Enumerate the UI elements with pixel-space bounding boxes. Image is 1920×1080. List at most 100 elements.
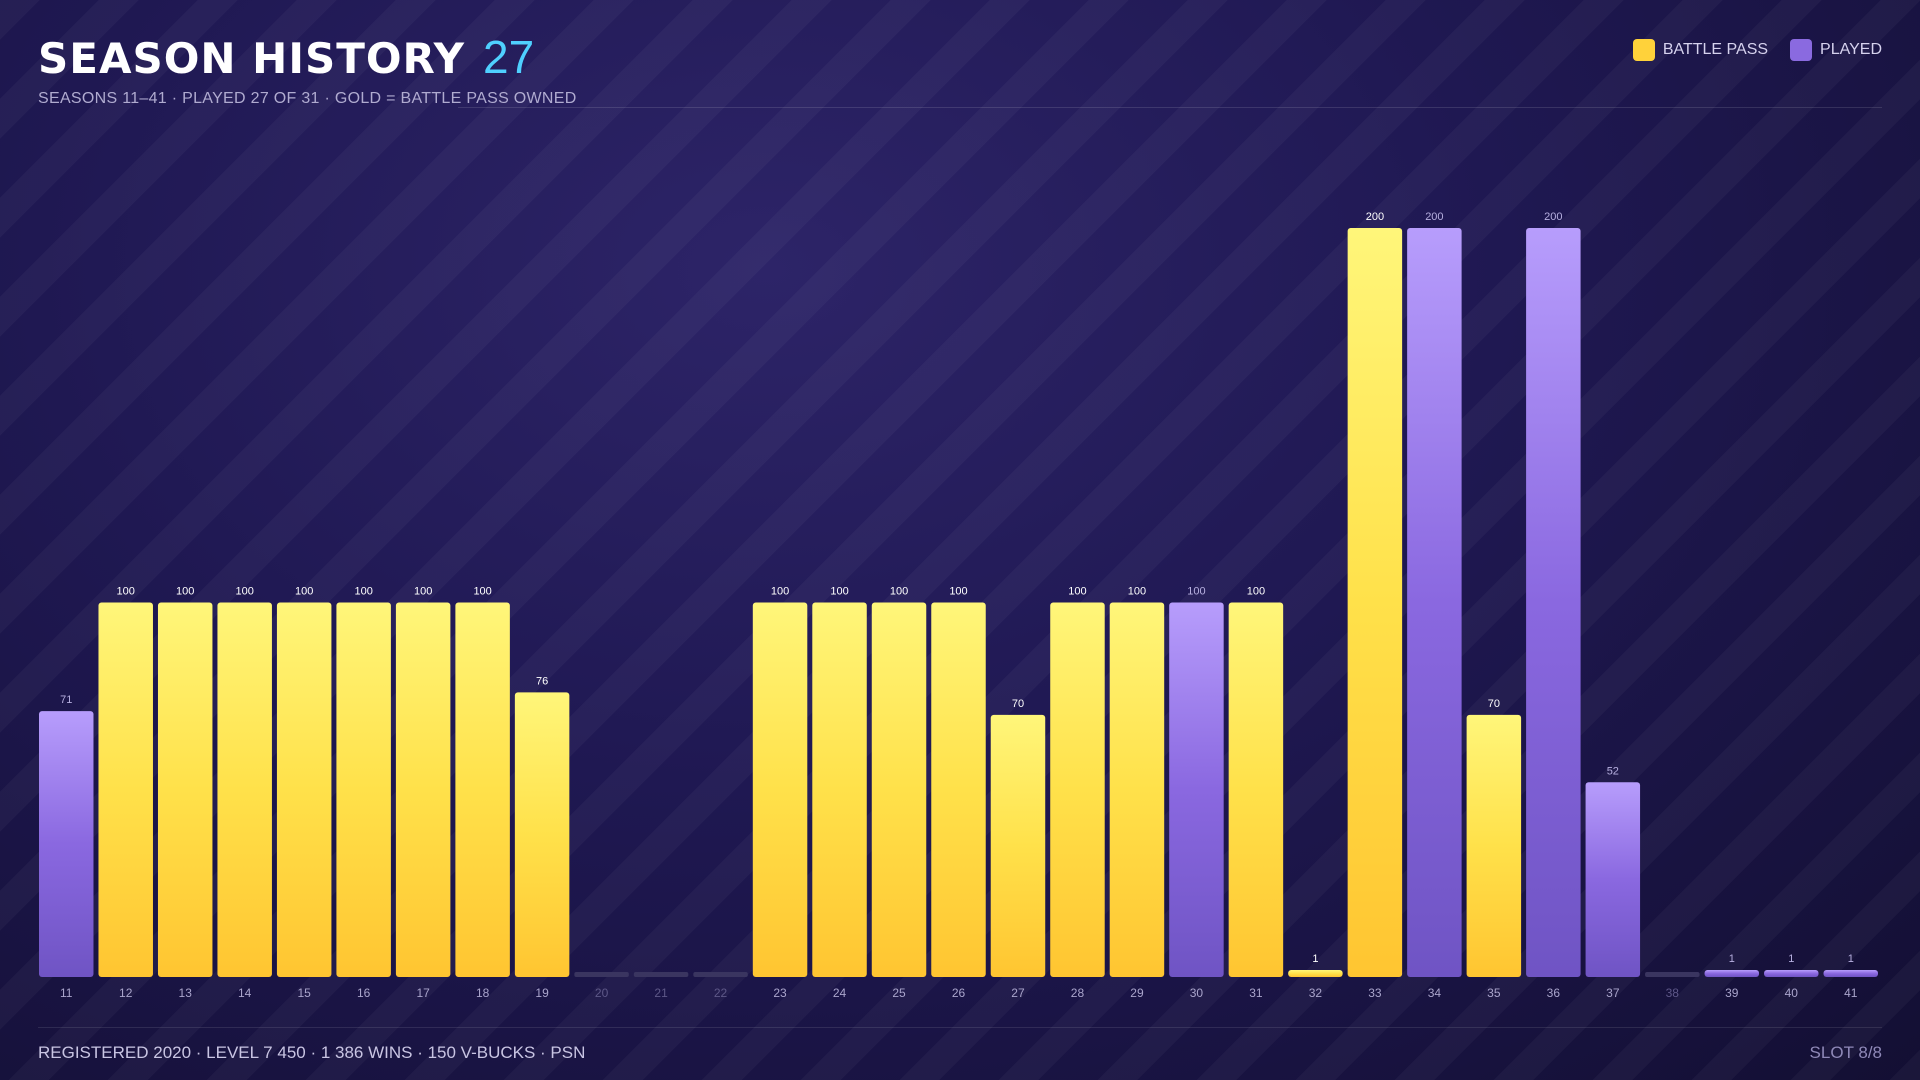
chart-value-label-26: 100 bbox=[949, 586, 967, 598]
legend-item-battle-pass: BATTLE PASS bbox=[1632, 39, 1769, 61]
chart-value-label-12: 100 bbox=[117, 586, 135, 598]
chart-tick-label-29: 29 bbox=[1130, 986, 1144, 1000]
legend-label-battle-pass: BATTLE PASS bbox=[1662, 41, 1769, 58]
chart-value-label-24: 100 bbox=[830, 586, 848, 598]
chart-tick-label-11: 11 bbox=[60, 986, 73, 1000]
chart-bar-18 bbox=[455, 602, 510, 977]
title-row: SEASON HISTORY 27 bbox=[38, 30, 1882, 84]
chart-value-label-37: 52 bbox=[1607, 765, 1619, 777]
chart-tick-label-12: 12 bbox=[119, 986, 133, 1000]
chart-tick-label-39: 39 bbox=[1725, 986, 1739, 1000]
chart-bar-16 bbox=[336, 602, 391, 977]
chart-tick-label-38: 38 bbox=[1666, 986, 1680, 1000]
header: SEASON HISTORY 27 SEASONS 11–41 · PLAYED… bbox=[38, 30, 1882, 110]
chart-tick-label-16: 16 bbox=[357, 986, 371, 1000]
chart-bar-40 bbox=[1764, 970, 1819, 977]
chart-value-label-25: 100 bbox=[890, 586, 908, 598]
chart-tick-label-32: 32 bbox=[1309, 986, 1323, 1000]
chart-tick-label-25: 25 bbox=[892, 986, 906, 1000]
chart-tick-label-26: 26 bbox=[952, 986, 966, 1000]
chart-value-label-19: 76 bbox=[536, 675, 548, 687]
legend-label-played: PLAYED bbox=[1820, 41, 1882, 58]
chart-tick-label-14: 14 bbox=[238, 986, 252, 1000]
chart-tick-label-18: 18 bbox=[476, 986, 490, 1000]
chart-tick-label-37: 37 bbox=[1606, 986, 1620, 1000]
chart-bar-36 bbox=[1526, 228, 1581, 977]
chart-value-label-33: 200 bbox=[1366, 211, 1384, 223]
profile-summary: REGISTERED 2020 · LEVEL 7 450 · 1 386 WI… bbox=[38, 1043, 586, 1062]
chart-bar-17 bbox=[395, 602, 451, 977]
chart-bar-29 bbox=[1109, 602, 1165, 977]
chart-value-label-29: 100 bbox=[1128, 586, 1146, 598]
chart-bar-23 bbox=[752, 602, 808, 977]
chart-tick-label-23: 23 bbox=[773, 986, 787, 1000]
chart-bar-30 bbox=[1169, 602, 1224, 977]
chart-bar-33 bbox=[1347, 228, 1403, 977]
chart-bar-34 bbox=[1407, 228, 1462, 977]
chart-value-label-15: 100 bbox=[295, 586, 313, 598]
chart-value-label-18: 100 bbox=[473, 586, 491, 598]
chart-bar-20 bbox=[574, 972, 629, 977]
chart-value-label-30: 100 bbox=[1187, 586, 1205, 598]
chart-tick-label-24: 24 bbox=[833, 986, 847, 1000]
chart-tick-label-30: 30 bbox=[1190, 986, 1204, 1000]
chart-tick-label-13: 13 bbox=[179, 986, 193, 1000]
chart-value-label-32: 1 bbox=[1312, 953, 1318, 965]
season-count: 27 bbox=[483, 31, 535, 83]
chart-tick-label-22: 22 bbox=[714, 986, 728, 1000]
chart-bar-31 bbox=[1228, 602, 1284, 977]
legend-item-played: PLAYED bbox=[1790, 39, 1882, 61]
chart-bar-12 bbox=[98, 602, 153, 977]
chart-bar-11 bbox=[39, 711, 94, 977]
chart-bar-41 bbox=[1823, 970, 1878, 977]
chart-value-label-40: 1 bbox=[1788, 953, 1794, 965]
chart-value-label-11: 71 bbox=[60, 694, 72, 706]
chart-value-label-14: 100 bbox=[236, 586, 254, 598]
header-divider bbox=[458, 107, 1882, 108]
chart-tick-label-36: 36 bbox=[1547, 986, 1561, 1000]
chart-tick-label-28: 28 bbox=[1071, 986, 1085, 1000]
chart-value-label-23: 100 bbox=[771, 586, 789, 598]
chart-tick-label-15: 15 bbox=[297, 986, 311, 1000]
legend-swatch-battle-pass bbox=[1632, 39, 1655, 61]
chart-value-label-36: 200 bbox=[1544, 211, 1562, 223]
chart-bar-15 bbox=[276, 602, 332, 977]
chart-bar-38 bbox=[1645, 972, 1700, 977]
chart-value-label-27: 70 bbox=[1012, 698, 1024, 710]
page-subtitle: SEASONS 11–41 · PLAYED 27 OF 31 · GOLD =… bbox=[38, 90, 577, 107]
chart-tick-label-40: 40 bbox=[1785, 986, 1799, 1000]
chart-tick-label-19: 19 bbox=[535, 986, 549, 1000]
chart-bar-19 bbox=[514, 692, 570, 977]
chart-tick-label-33: 33 bbox=[1368, 986, 1382, 1000]
chart-tick-label-27: 27 bbox=[1011, 986, 1025, 1000]
chart-value-label-35: 70 bbox=[1488, 698, 1500, 710]
chart-tick-label-31: 31 bbox=[1249, 986, 1263, 1000]
chart-tick-label-17: 17 bbox=[416, 986, 430, 1000]
chart-bar-26 bbox=[931, 602, 986, 977]
slot-indicator: SLOT 8/8 bbox=[1809, 1043, 1882, 1062]
chart-bar-24 bbox=[812, 602, 867, 977]
chart-value-label-13: 100 bbox=[176, 586, 194, 598]
chart-bar-21 bbox=[633, 972, 689, 977]
chart-bar-37 bbox=[1585, 782, 1641, 977]
chart-value-label-34: 200 bbox=[1425, 211, 1443, 223]
chart-tick-label-41: 41 bbox=[1844, 986, 1858, 1000]
chart-bar-27 bbox=[990, 714, 1046, 977]
chart-value-label-16: 100 bbox=[354, 586, 372, 598]
chart-tick-label-21: 21 bbox=[654, 986, 668, 1000]
chart-value-label-17: 100 bbox=[414, 586, 432, 598]
chart-bar-32 bbox=[1288, 970, 1343, 977]
chart-bar-13 bbox=[157, 602, 213, 977]
legend-swatch-played bbox=[1790, 39, 1813, 61]
chart-value-label-39: 1 bbox=[1729, 953, 1735, 965]
chart-value-label-28: 100 bbox=[1068, 586, 1086, 598]
chart-bar-25 bbox=[871, 602, 927, 977]
chart-tick-label-34: 34 bbox=[1428, 986, 1442, 1000]
chart-bar-22 bbox=[693, 972, 748, 977]
chart-tick-label-35: 35 bbox=[1487, 986, 1501, 1000]
chart-bar-28 bbox=[1050, 602, 1105, 977]
chart-legend: BATTLE PASS PLAYED bbox=[1632, 39, 1882, 61]
chart-value-label-31: 100 bbox=[1247, 586, 1265, 598]
chart-bar-14 bbox=[217, 602, 272, 977]
